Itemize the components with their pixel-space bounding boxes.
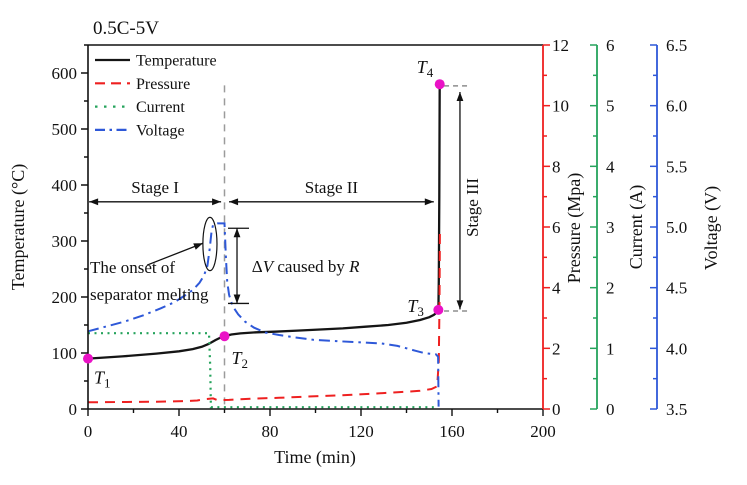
x-axis-label: Time (min) [274, 447, 356, 468]
temperature-ticks: 0 100 200 300 400 500 600 [52, 44, 88, 419]
pressure-ticks-label: 8 [552, 157, 561, 176]
temperature-ticks-label: 100 [52, 344, 78, 363]
temperature-ticks-label: 500 [52, 120, 78, 139]
pressure-ticks-label: 6 [552, 218, 561, 237]
x-tick-label: 80 [262, 422, 279, 441]
current-ticks-label: 2 [606, 279, 615, 298]
x-axis-ticks: 0 40 80 120 160 200 [84, 409, 556, 441]
temperature-markers: T1 T2 T3 T4 [83, 57, 445, 391]
onset-ellipse [202, 216, 218, 272]
pressure-ticks-label: 2 [552, 339, 561, 358]
pressure-ticks: 0 2 4 6 8 10 12 [543, 36, 569, 419]
series-pressure [87, 233, 441, 404]
x-tick-label: 0 [84, 422, 93, 441]
marker-label-T3: T3 [407, 296, 424, 319]
legend: Temperature Pressure Current Voltage [95, 53, 217, 139]
voltage-ticks-label: 5.0 [666, 218, 687, 237]
axes: 0 40 80 120 160 20001002003004005006000246810… [52, 36, 688, 441]
voltage-ticks-label: 5.5 [666, 157, 687, 176]
onset-annotation-line2: separator melting [90, 285, 209, 304]
annotations: Stage I Stage II Stage III ΔV caused by R Th… [89, 85, 482, 312]
temperature-ticks-label: 300 [52, 232, 78, 251]
x-tick-label: 160 [439, 422, 465, 441]
onset-annotation-line1: The onset of [90, 258, 175, 277]
current-ticks-label: 0 [606, 400, 615, 419]
series-voltage [87, 222, 440, 407]
marker-T4 [434, 79, 445, 90]
current-ticks: 0 1 2 3 4 5 6 [590, 36, 615, 419]
plot-area: 0 40 80 120 160 20001002003004005006000246810… [52, 36, 688, 441]
marker-label-T4: T4 [417, 57, 434, 80]
voltage-ticks-label: 6.5 [666, 36, 687, 55]
legend-label-current: Current [136, 99, 185, 116]
temperature-axis-label: Temperature (°C) [8, 164, 29, 290]
temperature-ticks-label: 400 [52, 176, 78, 195]
temperature-ticks-label: 200 [52, 288, 78, 307]
current-ticks-label: 5 [606, 97, 615, 116]
voltage-axis-label: Voltage (V) [701, 186, 722, 270]
voltage-ticks-label: 4.5 [666, 279, 687, 298]
pressure-ticks-label: 10 [552, 97, 569, 116]
stage-1-label: Stage I [131, 178, 179, 197]
stage-2-label: Stage II [305, 178, 359, 197]
legend-label-voltage: Voltage [136, 122, 185, 139]
stage-3-label: Stage III [463, 178, 482, 237]
legend-label-pressure: Pressure [136, 76, 190, 93]
x-tick-label: 200 [530, 422, 556, 441]
voltage-ticks-label: 6.0 [666, 97, 687, 116]
marker-T2 [219, 331, 230, 342]
pressure-ticks-label: 4 [552, 279, 561, 298]
voltage-ticks: 3.5 4.0 4.5 5.0 5.5 6.0 6.5 [650, 36, 687, 419]
pressure-ticks-label: 0 [552, 400, 561, 419]
chart-title: 0.5C-5V [93, 18, 159, 39]
marker-T1 [83, 353, 93, 364]
marker-T3 [433, 304, 444, 315]
voltage-ticks-label: 3.5 [666, 400, 687, 419]
pressure-ticks-label: 12 [552, 36, 569, 55]
delta-v-annotation: ΔV caused by R [252, 257, 360, 276]
marker-label-T2: T2 [232, 348, 249, 371]
current-ticks-label: 3 [606, 218, 615, 237]
temperature-ticks-label: 600 [52, 64, 78, 83]
current-ticks-label: 1 [606, 339, 615, 358]
legend-label-temperature: Temperature [136, 53, 217, 70]
x-tick-label: 120 [348, 422, 374, 441]
current-ticks-label: 4 [606, 157, 615, 176]
x-tick-label: 40 [171, 422, 188, 441]
marker-label-T1: T1 [94, 368, 111, 391]
pressure-axis-label: Pressure (Mpa) [564, 173, 585, 283]
voltage-ticks-label: 4.0 [666, 339, 687, 358]
temperature-ticks-label: 0 [69, 400, 78, 419]
current-ticks-label: 6 [606, 36, 615, 55]
current-axis-label: Current (A) [626, 185, 647, 269]
